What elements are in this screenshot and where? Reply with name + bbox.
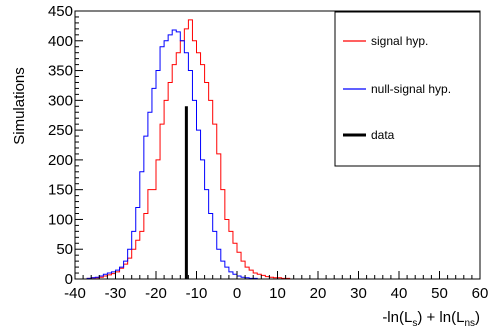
legend: signal hyp. null-signal hyp. data [334, 11, 481, 167]
x-axis-label: -ln(Ls) + ln(Lns) [382, 309, 480, 329]
legend-label-data: data [371, 128, 395, 142]
legend-label-signal: signal hyp. [371, 34, 428, 48]
y-tick-label: 200 [48, 152, 73, 169]
x-axis-label-suffix: ) [475, 309, 480, 326]
y-tick-label: 100 [48, 211, 73, 228]
y-tick-label: 50 [56, 241, 73, 258]
x-tick-label: -40 [64, 285, 86, 302]
x-tick-label: 30 [350, 285, 367, 302]
x-tick-label: -10 [186, 285, 208, 302]
x-tick-label: 0 [233, 285, 241, 302]
x-tick-label: 20 [310, 285, 327, 302]
legend-label-null-signal: null-signal hyp. [371, 82, 451, 96]
y-tick-label: 150 [48, 182, 73, 199]
x-axis-label-mid: ) + ln(L [417, 309, 464, 326]
y-tick-label: 300 [48, 92, 73, 109]
y-tick-label: 0 [65, 271, 73, 288]
x-axis-label-sub-s: s [412, 318, 417, 329]
y-tick-label: 400 [48, 33, 73, 50]
x-tick-label: -20 [145, 285, 167, 302]
x-axis-label-prefix: -ln(L [382, 309, 412, 326]
y-tick-label: 450 [48, 3, 73, 20]
x-tick-label: -30 [105, 285, 127, 302]
x-tick-label: 50 [431, 285, 448, 302]
x-tick-label: 60 [472, 285, 489, 302]
x-tick-label: 40 [391, 285, 408, 302]
y-axis-label: Simulations [11, 67, 28, 145]
signal-histogram [86, 19, 291, 279]
x-tick-label: 10 [269, 285, 286, 302]
axes-group: -40 -30 -20 -10 0 10 20 30 40 50 60 0 50 100 150 200 250… [48, 3, 488, 302]
y-tick-label: 350 [48, 63, 73, 80]
y-tick-label: 250 [48, 122, 73, 139]
x-axis-label-sub-ns: ns [464, 318, 475, 329]
